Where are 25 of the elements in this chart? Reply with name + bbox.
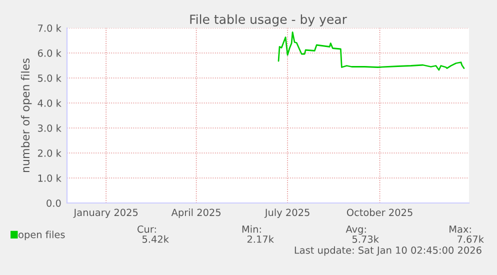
text: 2.17k	[247, 235, 274, 243]
chart-title: File table usage - by year	[190, 14, 347, 26]
x-tick-label: October 2025	[346, 208, 412, 216]
y-tick-label: 0.0	[46, 199, 61, 207]
y-tick-label: 3.0 k	[38, 124, 62, 132]
x-tick-label: April 2025	[171, 208, 220, 218]
text: Min:	[242, 225, 261, 233]
x-tick-label: July 2025	[264, 208, 310, 218]
text: Avg:	[346, 226, 366, 235]
text: Cur:	[137, 225, 156, 233]
legend-label: open files	[18, 230, 65, 240]
text: 5.73k	[352, 235, 379, 243]
x-tick-label: January 2025	[73, 208, 138, 218]
y-axis-title: number of open files	[20, 58, 32, 172]
y-tick-label: 6.0 k	[38, 49, 62, 57]
text: Max:	[450, 226, 471, 233]
y-tick-label: 5.0 k	[38, 74, 62, 82]
line-series	[278, 32, 465, 71]
y-tick-label: 7.0 k	[38, 24, 62, 32]
text: 7.67k	[458, 235, 484, 243]
y-tick-label: 2.0 k	[38, 149, 62, 157]
text: Last update: Sat Jan 10 02:45:00 2026	[294, 246, 482, 256]
text: 5.42k	[142, 235, 169, 243]
y-tick-label: 1.0 k	[38, 174, 62, 182]
y-tick-label: 4.0 k	[38, 99, 62, 107]
